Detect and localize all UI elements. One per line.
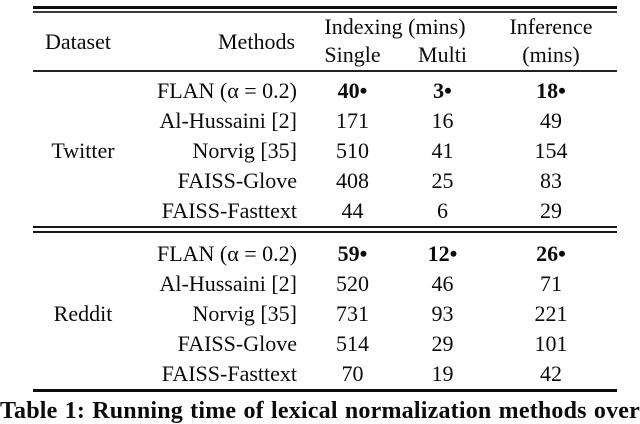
- header-inference-line2: (mins): [522, 42, 580, 67]
- multi-cell: 25: [431, 168, 454, 193]
- single-cell: 510: [336, 138, 369, 163]
- single-cell: 514: [336, 331, 369, 356]
- multi-cell: 93: [431, 301, 454, 326]
- single-cell: 70: [341, 361, 364, 386]
- inference-cell: 154: [534, 138, 568, 163]
- header-methods: Methods: [218, 28, 295, 54]
- single-cell: 520: [336, 271, 369, 296]
- method-cell: Norvig [35]: [192, 301, 297, 326]
- table-row: FAISS-Glove 408 25 83: [133, 166, 617, 196]
- method-cell: Al-Hussaini [2]: [159, 271, 297, 296]
- header-multi: Multi: [418, 42, 467, 67]
- dataset-label-twitter: Twitter: [51, 138, 115, 163]
- header-inference: Inference (mins): [485, 13, 617, 70]
- table-row: FAISS-Fasttext 70 19 42: [133, 359, 617, 389]
- table-row: Norvig [35] 731 93 221: [133, 299, 617, 329]
- inference-cell: 42: [540, 361, 562, 386]
- inference-cell: 101: [534, 331, 568, 356]
- single-cell: 171: [336, 108, 369, 133]
- header-single: Single: [324, 42, 381, 67]
- table-caption: Table 1: Running time of lexical normali…: [0, 398, 640, 424]
- results-table: Dataset Methods Indexing (mins) Single M…: [33, 0, 617, 392]
- header-indexing-group: Indexing (mins) Single Multi: [305, 13, 485, 70]
- multi-cell: 29: [431, 331, 454, 356]
- multi-cell: 3•: [433, 78, 452, 103]
- multi-cell: 6: [437, 198, 448, 223]
- method-cell: FAISS-Glove: [177, 168, 297, 193]
- method-cell: FAISS-Fasttext: [161, 198, 297, 223]
- method-cell: Al-Hussaini [2]: [159, 108, 297, 133]
- top-rule-thin: [33, 11, 617, 13]
- top-rule-thick: [33, 6, 617, 9]
- multi-cell: 16: [431, 108, 454, 133]
- inference-cell: 221: [534, 301, 568, 326]
- single-cell: 59•: [337, 241, 368, 266]
- group-twitter-rows: FLAN (α = 0.2) 40• 3• 18• Al-Hussaini [2…: [133, 76, 617, 226]
- single-cell: 731: [336, 301, 369, 326]
- table-row: Norvig [35] 510 41 154: [133, 136, 617, 166]
- multi-cell: 12•: [427, 241, 458, 266]
- header-dataset: Dataset: [45, 28, 111, 54]
- method-cell: FLAN (α = 0.2): [156, 78, 297, 103]
- multi-cell: 46: [431, 271, 454, 296]
- group-reddit: Reddit FLAN (α = 0.2) 59• 12• 26• Al-Hus…: [33, 233, 617, 389]
- dataset-label-reddit: Reddit: [53, 301, 113, 326]
- table-row: FAISS-Glove 514 29 101: [133, 329, 617, 359]
- group-reddit-rows: FLAN (α = 0.2) 59• 12• 26• Al-Hussaini […: [133, 239, 617, 389]
- header-indexing-subcolumns: Single Multi: [305, 41, 485, 69]
- single-cell: 408: [336, 168, 369, 193]
- inference-cell: 83: [540, 168, 562, 193]
- multi-cell: 41: [431, 138, 454, 163]
- method-cell: FAISS-Fasttext: [161, 361, 297, 386]
- table-row: FLAN (α = 0.2) 40• 3• 18•: [133, 76, 617, 106]
- header-indexing-title: Indexing (mins): [324, 14, 466, 39]
- table-row: FLAN (α = 0.2) 59• 12• 26•: [133, 239, 617, 269]
- method-cell: FLAN (α = 0.2): [156, 241, 297, 266]
- group-twitter: Twitter FLAN (α = 0.2) 40• 3• 18• Al-Hus…: [33, 72, 617, 226]
- single-cell: 44: [341, 198, 364, 223]
- bottom-rule: [33, 389, 617, 392]
- inference-cell: 29: [540, 198, 562, 223]
- mid-rule-top: [33, 226, 617, 228]
- table-header: Dataset Methods Indexing (mins) Single M…: [33, 13, 617, 70]
- header-inference-line1: Inference: [509, 14, 593, 39]
- table-row: FAISS-Fasttext 44 6 29: [133, 196, 617, 226]
- mid-rule-bottom: [33, 231, 617, 233]
- single-cell: 40•: [337, 78, 368, 103]
- table-row: Al-Hussaini [2] 520 46 71: [133, 269, 617, 299]
- inference-cell: 71: [540, 271, 562, 296]
- header-rule: [33, 70, 617, 72]
- inference-cell: 49: [540, 108, 562, 133]
- table-row: Al-Hussaini [2] 171 16 49: [133, 106, 617, 136]
- method-cell: Norvig [35]: [192, 138, 297, 163]
- method-cell: FAISS-Glove: [177, 331, 297, 356]
- inference-cell: 18•: [536, 78, 566, 103]
- multi-cell: 19: [431, 361, 454, 386]
- inference-cell: 26•: [536, 241, 566, 266]
